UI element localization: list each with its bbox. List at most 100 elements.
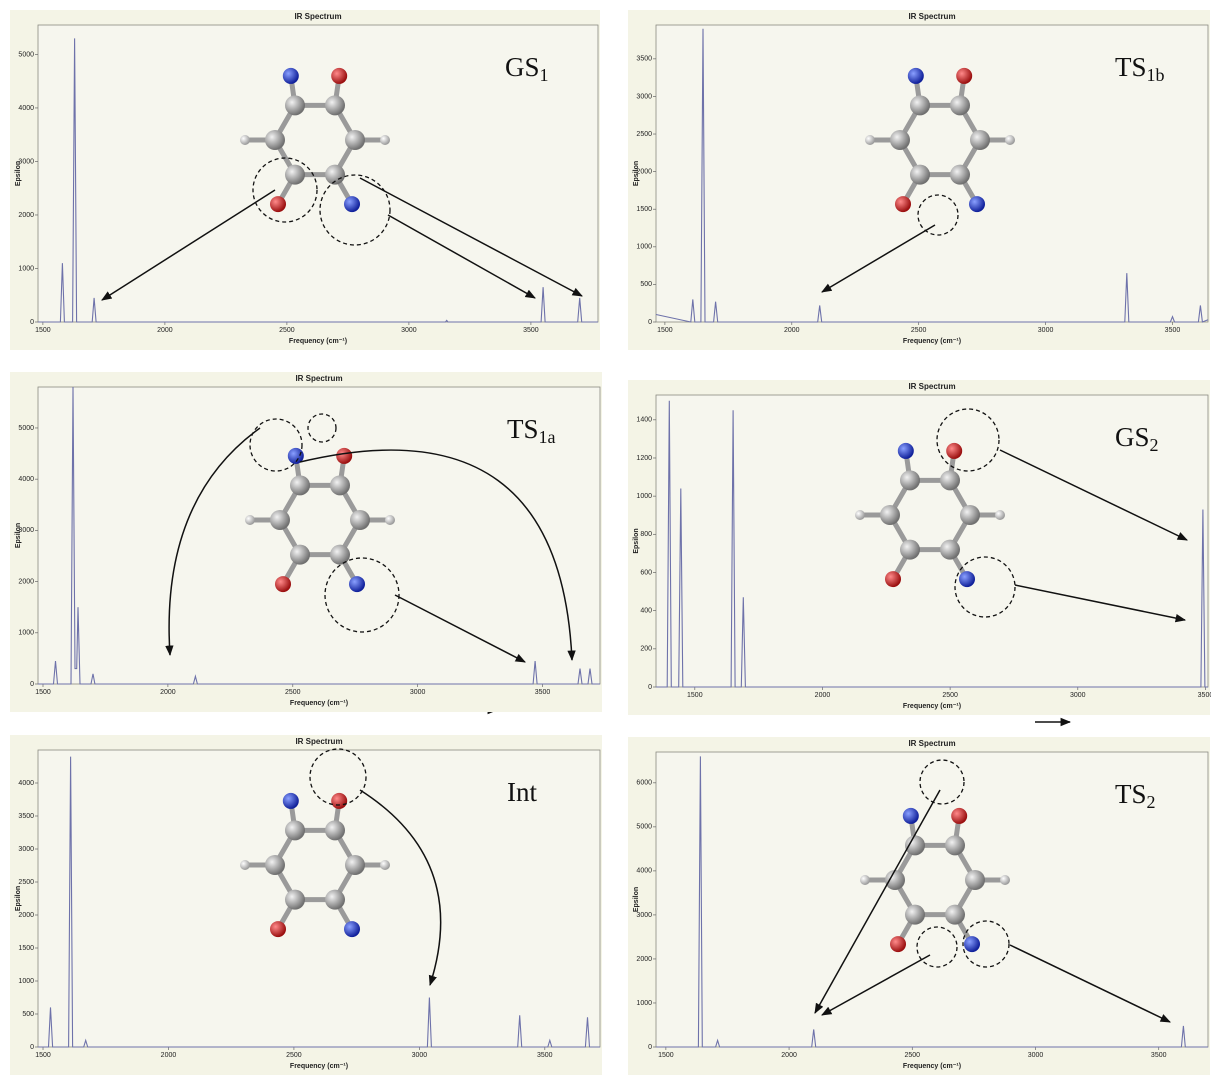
chart-title: IR Spectrum: [908, 12, 955, 21]
atom: [900, 540, 920, 560]
x-tick-label: 1500: [658, 1052, 674, 1059]
x-tick-label: 2500: [911, 327, 927, 334]
atom: [265, 855, 285, 875]
atom: [245, 515, 255, 525]
x-tick-label: 3000: [1028, 1052, 1044, 1059]
atom: [336, 448, 352, 464]
y-tick-label: 500: [22, 1011, 34, 1018]
x-tick-label: 3000: [410, 689, 426, 696]
y-tick-label: 500: [640, 281, 652, 288]
y-tick-label: 5000: [18, 425, 34, 432]
chart-title: IR Spectrum: [295, 737, 342, 746]
structure-label-main: TS: [1115, 52, 1147, 82]
structure-label-main: GS: [1115, 422, 1150, 452]
atom: [995, 510, 1005, 520]
x-tick-label: 3500: [1165, 327, 1181, 334]
atom: [270, 196, 286, 212]
atom: [945, 835, 965, 855]
atom: [380, 860, 390, 870]
x-tick-label: 3000: [412, 1052, 428, 1059]
x-tick-label: 3500: [1151, 1052, 1167, 1059]
atom: [885, 571, 901, 587]
x-tick-label: 1500: [687, 692, 703, 699]
atom: [946, 443, 962, 459]
chart-title: IR Spectrum: [294, 12, 341, 21]
atom: [270, 510, 290, 530]
atom: [865, 135, 875, 145]
atom: [890, 130, 910, 150]
y-tick-label: 1000: [636, 244, 652, 251]
atom: [325, 95, 345, 115]
x-tick-label: 2000: [160, 689, 176, 696]
atom: [345, 130, 365, 150]
x-axis-label: Frequency (cm⁻¹): [290, 1063, 348, 1070]
atom: [940, 540, 960, 560]
atom: [380, 135, 390, 145]
atom: [898, 443, 914, 459]
atom: [910, 165, 930, 185]
y-tick-label: 1000: [18, 265, 34, 272]
atom: [325, 820, 345, 840]
atom: [951, 808, 967, 824]
atom: [1000, 875, 1010, 885]
x-tick-label: 1500: [35, 327, 51, 334]
y-tick-label: 4000: [18, 476, 34, 483]
y-axis-label: Epsilon: [633, 887, 640, 912]
atom: [283, 793, 299, 809]
x-axis-label: Frequency (cm⁻¹): [903, 1063, 961, 1070]
atom: [855, 510, 865, 520]
x-tick-label: 3500: [523, 327, 539, 334]
y-tick-label: 0: [648, 1044, 652, 1051]
atom: [900, 470, 920, 490]
structure-label-sub: 2: [1147, 792, 1156, 812]
atom: [385, 515, 395, 525]
x-axis-label: Frequency (cm⁻¹): [903, 338, 961, 345]
x-axis-label: Frequency (cm⁻¹): [289, 338, 347, 345]
atom: [910, 95, 930, 115]
y-tick-label: 800: [640, 531, 652, 538]
atom: [330, 475, 350, 495]
structure-label-sub: 1b: [1147, 65, 1165, 85]
x-tick-label: 2500: [285, 689, 301, 696]
atom: [960, 505, 980, 525]
y-tick-label: 6000: [636, 780, 652, 787]
atom: [265, 130, 285, 150]
atom: [860, 875, 870, 885]
y-tick-label: 5000: [18, 51, 34, 58]
y-tick-label: 2500: [18, 879, 34, 886]
x-tick-label: 2000: [781, 1052, 797, 1059]
x-tick-label: 2500: [279, 327, 295, 334]
atom: [285, 890, 305, 910]
structure-label-sub: 1: [540, 65, 549, 85]
atom: [330, 545, 350, 565]
atom: [290, 475, 310, 495]
atom: [240, 860, 250, 870]
atom: [895, 196, 911, 212]
y-tick-label: 2000: [18, 912, 34, 919]
atom: [964, 936, 980, 952]
x-tick-label: 3500: [535, 689, 551, 696]
atom: [950, 95, 970, 115]
figure: IR Spectrum Frequency (cm⁻¹) Epsilon 0 1000 2…: [0, 0, 1211, 1075]
atom: [969, 196, 985, 212]
y-tick-label: 2000: [636, 956, 652, 963]
x-tick-label: 1500: [35, 689, 51, 696]
atom: [956, 68, 972, 84]
y-tick-label: 5000: [636, 824, 652, 831]
y-tick-label: 3000: [636, 93, 652, 100]
chart-panel: IR SpectrumFrequency (cm⁻¹)Epsilon020040…: [628, 380, 1211, 715]
atom: [285, 95, 305, 115]
atom: [905, 905, 925, 925]
chart-title: IR Spectrum: [908, 382, 955, 391]
atom: [970, 130, 990, 150]
y-tick-label: 1000: [18, 978, 34, 985]
y-tick-label: 0: [30, 1044, 34, 1051]
atom: [903, 808, 919, 824]
x-tick-label: 3000: [1038, 327, 1054, 334]
y-tick-label: 1400: [636, 417, 652, 424]
y-tick-label: 1200: [636, 455, 652, 462]
y-tick-label: 1000: [636, 1000, 652, 1007]
y-tick-label: 1000: [18, 630, 34, 637]
atom: [880, 505, 900, 525]
